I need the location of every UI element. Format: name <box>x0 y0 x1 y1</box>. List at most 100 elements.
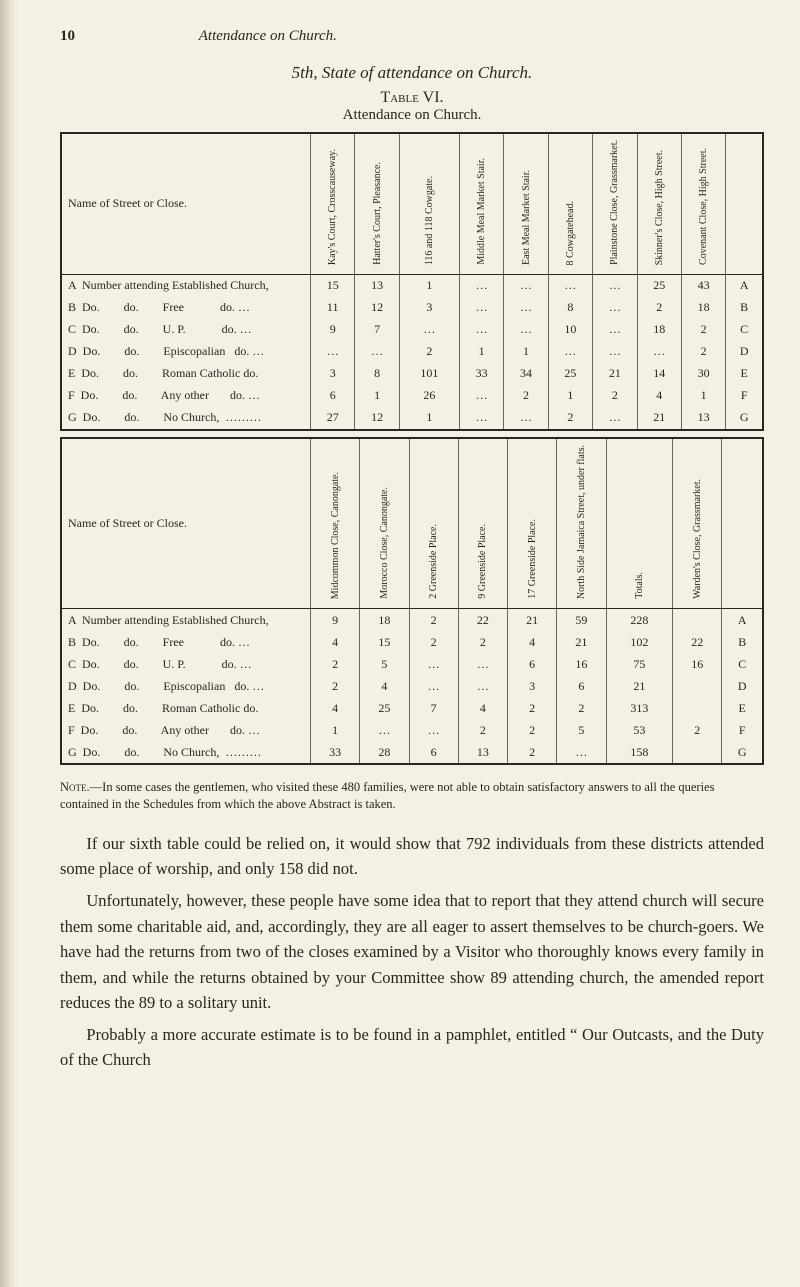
table-row: B Do. do. Free do. …4152242110222B <box>61 631 763 653</box>
row-name: C Do. do. U. P. do. … <box>61 653 311 675</box>
cell: 15 <box>360 631 409 653</box>
row-name: C Do. do. U. P. do. … <box>61 319 311 341</box>
paragraph: Probably a more accurate estimate is to … <box>60 1022 764 1073</box>
table-row: B Do. do. Free do. …11123……8…218B <box>61 297 763 319</box>
cell: B <box>722 631 763 653</box>
table-row: E Do. do. Roman Catholic do.4257422313E <box>61 697 763 719</box>
cell: 25 <box>360 697 409 719</box>
cell: 6 <box>557 675 606 697</box>
cell: … <box>458 653 507 675</box>
cell: … <box>458 675 507 697</box>
cell: … <box>504 319 548 341</box>
cell: 16 <box>557 653 606 675</box>
cell: … <box>409 675 458 697</box>
cell: 2 <box>399 341 459 363</box>
cell: … <box>355 341 399 363</box>
cell: A <box>722 609 763 632</box>
cell <box>673 609 722 632</box>
cell: 27 <box>311 407 355 430</box>
cell: E <box>722 697 763 719</box>
cell: 12 <box>355 407 399 430</box>
attendance-table-1: Name of Street or Close. Kay's Court, Cr… <box>60 132 764 431</box>
row-name: D Do. do. Episcopalian do. … <box>61 675 311 697</box>
col-header <box>726 133 763 274</box>
row-name: E Do. do. Roman Catholic do. <box>61 363 311 385</box>
row-name: F Do. do. Any other do. … <box>61 385 311 407</box>
cell: 1 <box>355 385 399 407</box>
cell: 2 <box>637 297 681 319</box>
cell: 5 <box>360 653 409 675</box>
row-name: B Do. do. Free do. … <box>61 297 311 319</box>
table-row: A Number attending Established Church,15… <box>61 274 763 297</box>
table-row: G Do. do. No Church, ………33286132…158G <box>61 741 763 764</box>
cell: … <box>311 341 355 363</box>
cell: 1 <box>504 341 548 363</box>
cell: 3 <box>508 675 557 697</box>
cell: … <box>459 385 503 407</box>
col-header: 2 Greenside Place. <box>409 438 458 609</box>
cell: … <box>459 274 503 297</box>
cell: 2 <box>311 653 360 675</box>
cell: 2 <box>673 719 722 741</box>
cell: 9 <box>311 319 355 341</box>
col-header: Middle Meal Market Stair. <box>459 133 503 274</box>
cell: 7 <box>409 697 458 719</box>
cell: 228 <box>606 609 673 632</box>
row-name: E Do. do. Roman Catholic do. <box>61 697 311 719</box>
cell: 8 <box>548 297 592 319</box>
cell: 22 <box>458 609 507 632</box>
col-header: Warden's Close, Grassmarket. <box>673 438 722 609</box>
col-header: Kay's Court, Crosscauseway. <box>311 133 355 274</box>
cell: … <box>548 274 592 297</box>
body-text: If our sixth table could be relied on, i… <box>60 831 764 1073</box>
cell: G <box>722 741 763 764</box>
cell: A <box>726 274 763 297</box>
col-header: Skinner's Close, High Street. <box>637 133 681 274</box>
cell: 101 <box>399 363 459 385</box>
col-header: Midcommon Close, Canongate. <box>311 438 360 609</box>
name-header: Name of Street or Close. <box>61 438 311 609</box>
row-name: A Number attending Established Church, <box>61 609 311 632</box>
cell: C <box>726 319 763 341</box>
cell: 2 <box>508 719 557 741</box>
cell: 3 <box>311 363 355 385</box>
cell: 5 <box>557 719 606 741</box>
cell: 13 <box>681 407 725 430</box>
table-row: D Do. do. Episcopalian do. …24……3621D <box>61 675 763 697</box>
running-title: Attendance on Church. <box>199 28 337 44</box>
table-row: F Do. do. Any other do. …1……225532F <box>61 719 763 741</box>
cell: 2 <box>593 385 637 407</box>
cell: 2 <box>458 719 507 741</box>
row-name: B Do. do. Free do. … <box>61 631 311 653</box>
cell: 2 <box>409 609 458 632</box>
cell: 1 <box>399 274 459 297</box>
row-name: D Do. do. Episcopalian do. … <box>61 341 311 363</box>
cell: 13 <box>355 274 399 297</box>
attendance-table-2: Name of Street or Close. Midcommon Close… <box>60 437 764 765</box>
cell: … <box>360 719 409 741</box>
cell: 25 <box>637 274 681 297</box>
name-header: Name of Street or Close. <box>61 133 311 274</box>
cell: D <box>722 675 763 697</box>
cell: 11 <box>311 297 355 319</box>
cell: 2 <box>557 697 606 719</box>
note-label: Note <box>60 780 87 794</box>
table-body: A Number attending Established Church,15… <box>61 274 763 430</box>
cell: 28 <box>360 741 409 764</box>
col-header: North Side Jamaica Street, under flats. <box>557 438 606 609</box>
cell: 21 <box>557 631 606 653</box>
cell: 59 <box>557 609 606 632</box>
cell: 2 <box>508 697 557 719</box>
cell: 18 <box>360 609 409 632</box>
cell: 1 <box>399 407 459 430</box>
col-header: 17 Greenside Place. <box>508 438 557 609</box>
col-header: Morocco Close, Canongate. <box>360 438 409 609</box>
col-header <box>722 438 763 609</box>
row-name: G Do. do. No Church, ……… <box>61 407 311 430</box>
cell: … <box>548 341 592 363</box>
row-name: G Do. do. No Church, ……… <box>61 741 311 764</box>
cell <box>673 741 722 764</box>
cell: 6 <box>508 653 557 675</box>
col-header: Covenant Close, High Street. <box>681 133 725 274</box>
section-subheading: 5th, State of attendance on Church. <box>60 63 764 83</box>
